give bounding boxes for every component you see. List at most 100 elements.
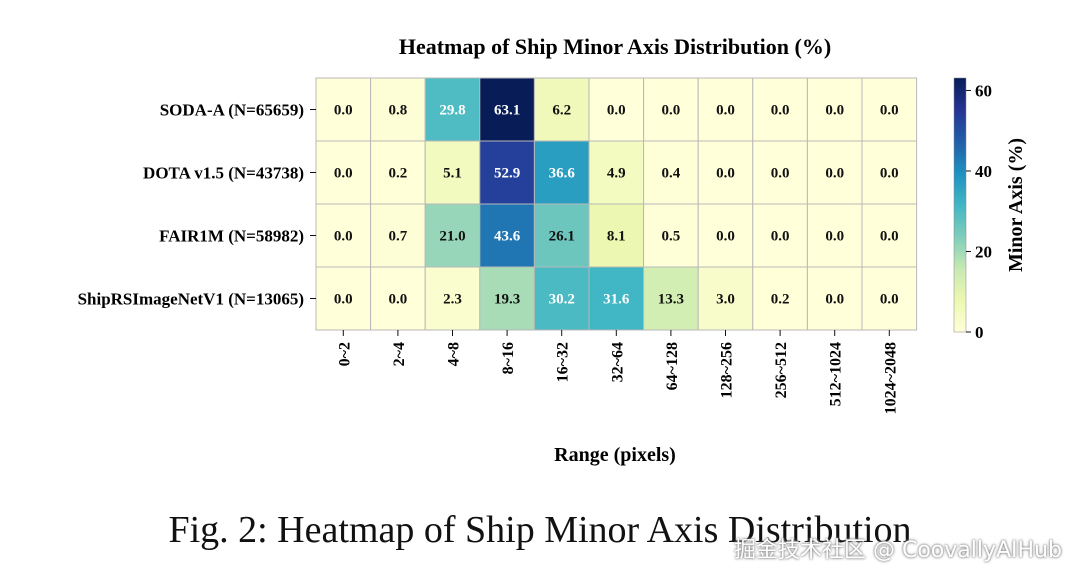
x-tick-label: 16~32 [555, 342, 572, 382]
heatmap-cell [424, 77, 481, 142]
cell-value-label: 0.2 [389, 166, 408, 182]
heatmap-cell [424, 266, 481, 331]
heatmap-cell [588, 77, 645, 142]
cell-value-label: 0.7 [389, 229, 408, 245]
colorbar-tick-label: 0 [975, 323, 984, 342]
heatmap-cell [315, 203, 372, 268]
cell-value-label: 0.0 [771, 103, 790, 119]
cell-value-label: 2.3 [443, 292, 462, 308]
colorbar-label: Minor Axis (%) [1005, 138, 1027, 272]
cell-value-label: 0.0 [607, 103, 626, 119]
heatmap-cell [697, 77, 754, 142]
heatmap-cell [752, 203, 808, 268]
x-tick-label: 512~1024 [828, 342, 845, 406]
x-tick-label: 2~4 [391, 342, 408, 366]
x-tick-label: 64~128 [664, 342, 681, 390]
y-tick-labels: SODA-A (N=65659) DOTA v1.5 (N=43738) FAIR1… [78, 101, 316, 309]
cell-value-label: 0.0 [880, 292, 899, 308]
heatmap-cell [588, 140, 645, 205]
heatmap-cell [315, 140, 372, 205]
colorbar-tick-label: 60 [975, 81, 992, 100]
heatmap-cells: 0.0 0.8 29.8 63.1 6.2 0.0 0.0 0.0 0.0 0.0 0.0 0.0 0.… [315, 77, 918, 331]
heatmap-cell [315, 77, 372, 142]
x-tick-label: 8~16 [500, 342, 517, 374]
heatmap-cell [588, 203, 645, 268]
cell-value-label: 0.0 [334, 103, 353, 119]
cell-value-label: 0.0 [334, 166, 353, 182]
heatmap-cell [806, 140, 863, 205]
chart-title: Heatmap of Ship Minor Axis Distribution … [399, 34, 831, 59]
x-tick-label: 0~2 [336, 342, 353, 366]
heatmap-cell [424, 203, 481, 268]
cell-value-label: 0.0 [825, 166, 844, 182]
heatmap-cell [752, 266, 808, 331]
heatmap-cell [370, 77, 426, 142]
cell-value-label: 13.3 [658, 292, 684, 308]
figure-caption: Fig. 2: Heatmap of Ship Minor Axis Distr… [168, 509, 912, 551]
colorbar-ticks: 0 20 40 60 [966, 81, 992, 342]
heatmap-cell [752, 140, 808, 205]
cell-value-label: 31.6 [603, 292, 630, 308]
heatmap-cell [861, 203, 918, 268]
cell-value-label: 0.0 [389, 292, 408, 308]
cell-value-label: 0.8 [389, 103, 408, 119]
cell-value-label: 5.1 [443, 166, 462, 182]
y-tick-label: SODA-A (N=65659) [160, 101, 304, 120]
cell-value-label: 8.1 [607, 229, 626, 245]
heatmap-cell [424, 140, 481, 205]
cell-value-label: 0.4 [662, 166, 681, 182]
cell-value-label: 4.9 [607, 166, 626, 182]
cell-value-label: 36.6 [549, 166, 576, 182]
cell-value-label: 0.0 [662, 103, 681, 119]
cell-value-label: 0.0 [334, 229, 353, 245]
cell-value-label: 19.3 [494, 292, 520, 308]
cell-value-label: 3.0 [716, 292, 735, 308]
cell-value-label: 0.0 [716, 166, 735, 182]
cell-value-label: 0.0 [880, 103, 899, 119]
x-tick-label: 128~256 [719, 342, 736, 398]
x-tick-label: 1024~2048 [882, 342, 899, 414]
heatmap-cell [479, 266, 535, 331]
cell-value-label: 30.2 [549, 292, 575, 308]
heatmap-cell [861, 266, 918, 331]
colorbar-tick-label: 40 [975, 162, 992, 181]
heatmap-cell [697, 140, 754, 205]
cell-value-label: 0.0 [825, 103, 844, 119]
cell-value-label: 0.0 [825, 292, 844, 308]
x-tick-label: 256~512 [773, 342, 790, 398]
cell-value-label: 0.5 [662, 229, 681, 245]
cell-value-label: 0.0 [880, 166, 899, 182]
x-tick-label: 4~8 [446, 342, 463, 366]
cell-value-label: 0.0 [771, 229, 790, 245]
heatmap-cell [533, 140, 590, 205]
cell-value-label: 0.2 [771, 292, 790, 308]
watermark: 掘金技术社区 @ CoovallyAIHub [733, 538, 1062, 563]
heatmap-cell [643, 203, 699, 268]
cell-value-label: 0.0 [825, 229, 844, 245]
heatmap-cell [861, 77, 918, 142]
cell-value-label: 6.2 [552, 103, 571, 119]
cell-value-label: 21.0 [439, 229, 465, 245]
cell-value-label: 0.0 [334, 292, 353, 308]
heatmap-chart: Heatmap of Ship Minor Axis Distribution … [78, 34, 1027, 466]
cell-value-label: 43.6 [494, 229, 521, 245]
cell-value-label: 63.1 [494, 103, 520, 119]
y-tick-label: DOTA v1.5 (N=43738) [143, 164, 304, 183]
x-tick-label: 32~64 [609, 342, 626, 382]
colorbar [953, 77, 967, 333]
cell-value-label: 0.0 [880, 229, 899, 245]
heatmap-cell [806, 77, 863, 142]
cell-value-label: 52.9 [494, 166, 520, 182]
heatmap-cell [806, 266, 863, 331]
cell-value-label: 0.0 [716, 229, 735, 245]
heatmap-cell [588, 266, 645, 331]
cell-value-label: 29.8 [439, 103, 465, 119]
heatmap-cell [643, 266, 699, 331]
y-tick-label: FAIR1M (N=58982) [159, 227, 304, 246]
colorbar-tick-label: 20 [975, 242, 992, 261]
cell-value-label: 26.1 [549, 229, 575, 245]
cell-value-label: 0.0 [771, 166, 790, 182]
x-tick-labels: 0~2 2~4 4~8 8~16 16~32 32~64 64~128 128~256 256~… [336, 330, 899, 414]
x-axis-title: Range (pixels) [554, 444, 676, 466]
cell-value-label: 0.0 [716, 103, 735, 119]
